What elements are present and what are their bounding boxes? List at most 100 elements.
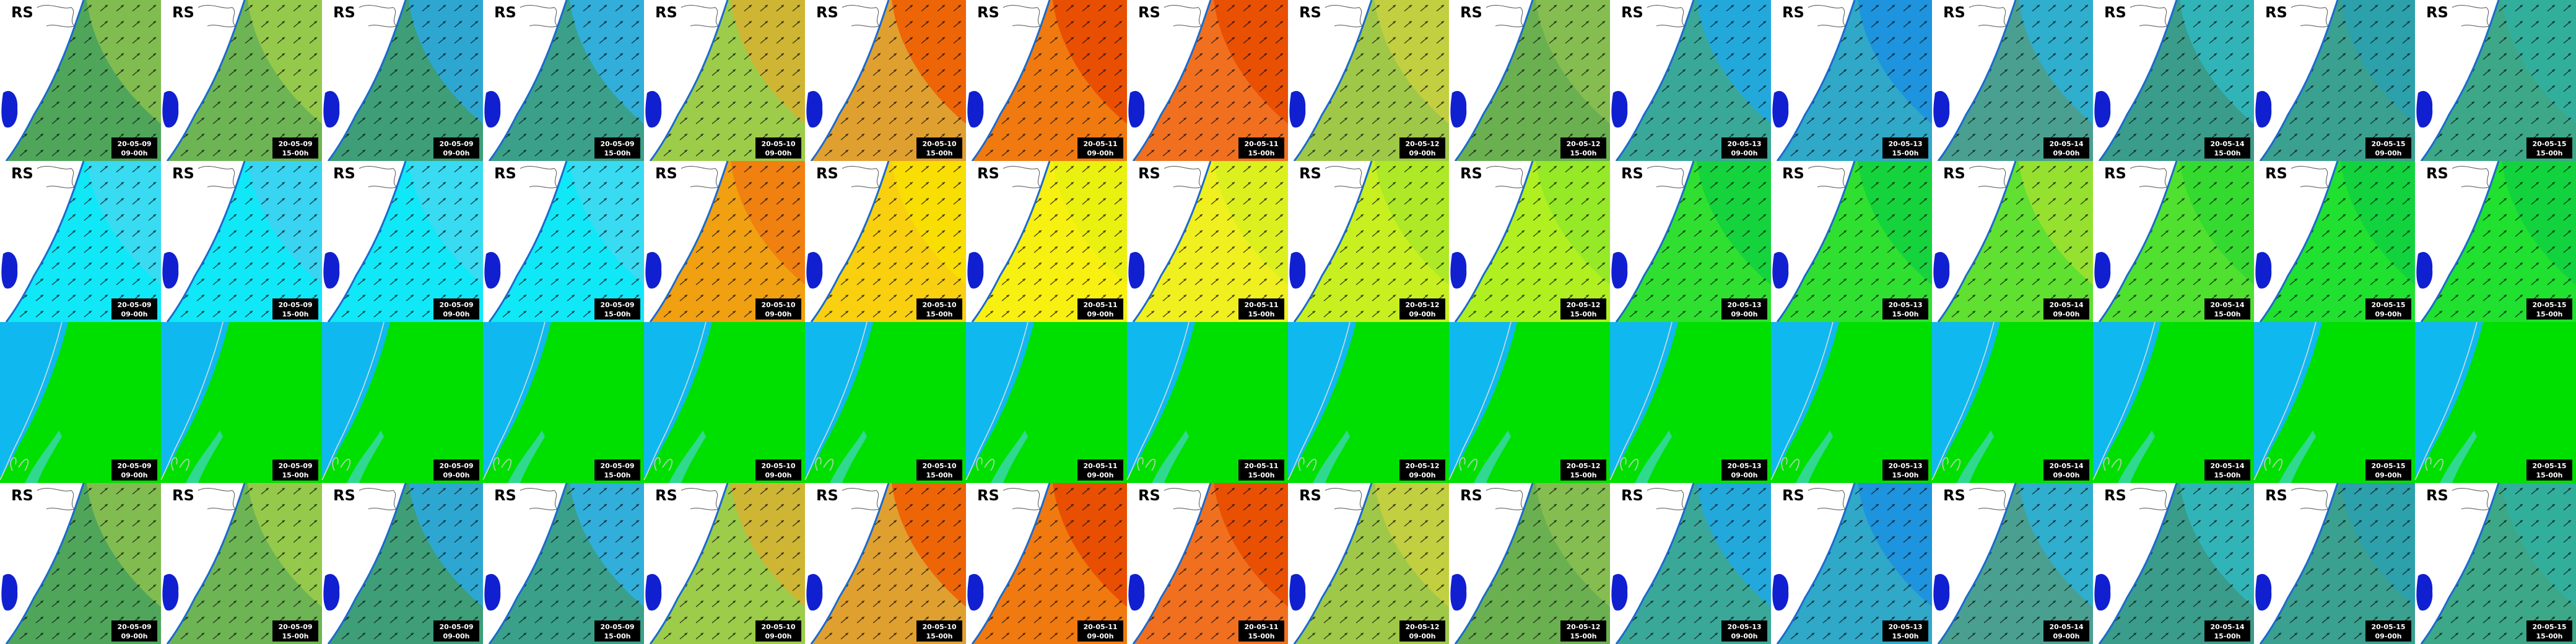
label-box — [1560, 137, 1606, 159]
time-label: 09-00h — [1731, 471, 1757, 479]
date-label: 20-05-11 — [1083, 623, 1117, 631]
date-label: 20-05-10 — [761, 140, 795, 148]
time-label: 09-00h — [1409, 632, 1435, 640]
label-box — [433, 298, 479, 320]
date-label: 20-05-09 — [278, 462, 312, 470]
shallow-band — [508, 430, 545, 483]
state-outline — [2291, 165, 2329, 188]
time-label: 09-00h — [765, 632, 791, 640]
date-label: 20-05-12 — [1566, 140, 1600, 148]
land — [644, 0, 728, 161]
label-box — [2204, 298, 2250, 320]
label-box — [2043, 459, 2089, 481]
land — [0, 483, 84, 644]
land — [2254, 161, 2338, 322]
time-label: 09-00h — [1731, 310, 1757, 318]
land — [2415, 161, 2499, 322]
coast — [2414, 321, 2478, 481]
lake — [1611, 90, 1628, 128]
region-label: RS — [11, 165, 33, 182]
state-outline — [842, 4, 880, 27]
date-label: 20-05-12 — [1405, 301, 1439, 309]
time-label: 09-00h — [443, 149, 469, 157]
time-label: 15-00h — [1892, 310, 1918, 318]
date-label: 20-05-09 — [600, 140, 634, 148]
label-box — [1399, 620, 1445, 642]
date-label: 20-05-13 — [1888, 140, 1922, 148]
time-label: 15-00h — [1248, 632, 1274, 640]
time-label: 15-00h — [282, 632, 308, 640]
coast — [488, 160, 568, 323]
land — [2415, 483, 2499, 644]
land — [805, 161, 889, 322]
shallow-band — [1957, 430, 1994, 483]
date-label: 20-05-14 — [2049, 462, 2083, 470]
state-outline — [1325, 487, 1363, 510]
label-box — [594, 298, 640, 320]
date-label: 20-05-09 — [439, 623, 473, 631]
state-outline — [520, 487, 558, 510]
shallow-band — [347, 430, 384, 483]
lagoon — [1459, 457, 1477, 471]
time-label: 09-00h — [1409, 149, 1435, 157]
time-label: 09-00h — [765, 149, 791, 157]
time-label: 15-00h — [1570, 632, 1596, 640]
coast — [5, 0, 85, 162]
state-outline — [198, 165, 236, 188]
label-box — [2526, 459, 2572, 481]
region-label: RS — [2104, 165, 2126, 182]
lake — [2255, 573, 2272, 611]
date-label: 20-05-15 — [2532, 301, 2566, 309]
lake — [1128, 251, 1145, 289]
land — [2254, 0, 2338, 161]
coast — [649, 0, 729, 162]
lake — [806, 251, 823, 289]
date-label: 20-05-13 — [1888, 462, 1922, 470]
lagoon — [171, 457, 189, 471]
coast — [1609, 321, 1673, 481]
lake — [1289, 251, 1306, 289]
region-label: RS — [1782, 165, 1804, 182]
state-outline — [2452, 487, 2490, 510]
coast — [810, 482, 890, 644]
state-outline — [520, 165, 558, 188]
state-outline — [1808, 4, 1846, 27]
date-label: 20-05-15 — [2371, 301, 2405, 309]
state-outline — [681, 165, 719, 188]
coast — [810, 0, 890, 162]
coast — [1937, 482, 2017, 644]
lake — [1128, 90, 1145, 128]
lake — [1772, 90, 1789, 128]
date-label: 20-05-10 — [922, 140, 956, 148]
shallow-band — [186, 430, 223, 483]
shallow-band — [1313, 430, 1350, 483]
land — [1288, 0, 1372, 161]
lake — [323, 251, 340, 289]
region-label: RS — [333, 165, 355, 182]
state-outline — [520, 4, 558, 27]
land — [2093, 0, 2177, 161]
time-label: 09-00h — [2375, 310, 2401, 318]
label-box — [1721, 298, 1767, 320]
lagoon — [654, 457, 672, 471]
shallow-band — [2440, 430, 2477, 483]
date-label: 20-05-11 — [1244, 140, 1278, 148]
lake — [1450, 251, 1467, 289]
time-label: 09-00h — [2053, 632, 2079, 640]
date-label: 20-05-15 — [2371, 140, 2405, 148]
date-label: 20-05-14 — [2210, 462, 2244, 470]
date-label: 20-05-09 — [117, 462, 151, 470]
lake — [645, 90, 662, 128]
label-box — [433, 137, 479, 159]
